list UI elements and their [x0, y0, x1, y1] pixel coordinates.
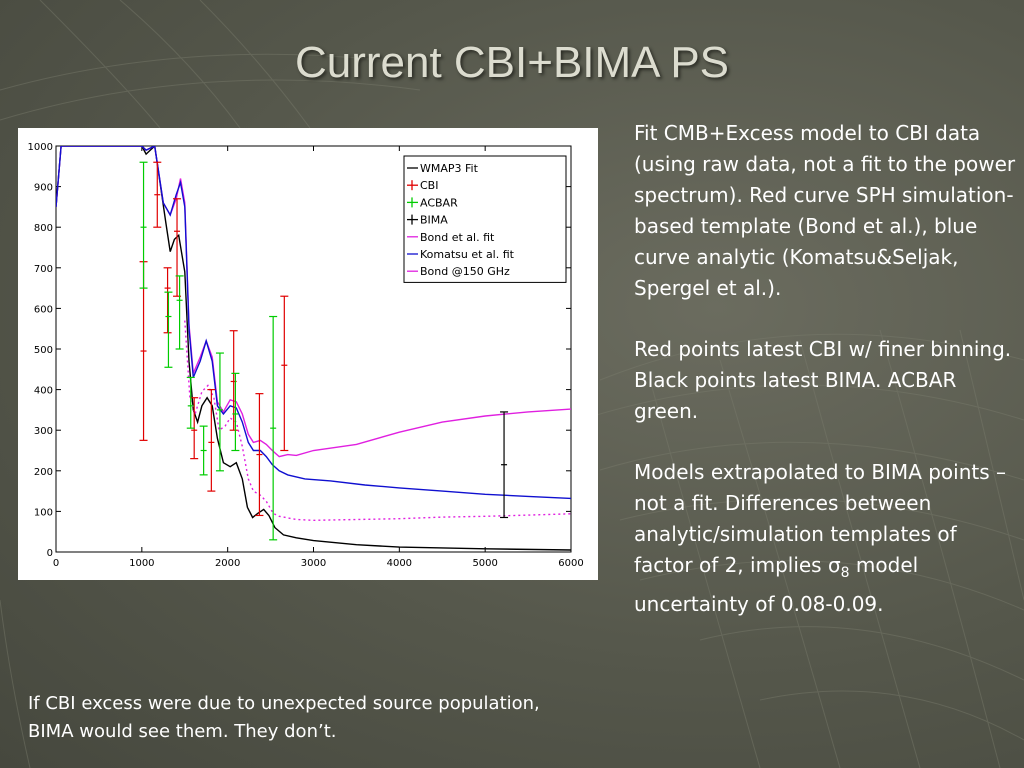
y-tick-label: 500 [34, 345, 53, 356]
x-tick-label: 1000 [129, 558, 154, 569]
slide-title: Current CBI+BIMA PS [294, 38, 730, 87]
y-tick-label: 800 [34, 223, 53, 234]
y-tick-label: 600 [34, 304, 53, 315]
paragraph-3-tail: model uncertainty of 0.08-0.09. [634, 553, 919, 616]
y-tick-label: 1000 [28, 142, 53, 153]
paragraph-1: Fit CMB+Excess model to CBI data (using … [634, 121, 1016, 300]
x-tick-label: 3000 [301, 558, 326, 569]
power-spectrum-chart: 0 1000 2000 3000 4000 5000 6000 0 100 200 300 400 50… [18, 128, 598, 580]
y-tick-label: 700 [34, 264, 53, 275]
x-tick-label: 5000 [472, 558, 497, 569]
legend-box [403, 155, 567, 283]
y-tick-label: 900 [34, 183, 53, 194]
legend-entry: BIMA [420, 214, 448, 227]
y-tick-label: 100 [34, 507, 53, 518]
y-tick-label: 200 [34, 467, 53, 478]
legend-entry: Bond @150 GHz [420, 265, 510, 278]
x-tick-label: 4000 [387, 558, 412, 569]
legend-entry: Komatsu et al. fit [420, 248, 515, 261]
x-tick-label: 2000 [215, 558, 240, 569]
x-tick-label: 6000 [558, 558, 583, 569]
y-tick-label: 300 [34, 426, 53, 437]
x-tick-label: 0 [53, 558, 59, 569]
y-tick-label: 400 [34, 386, 53, 397]
paragraph-3: Models extrapolated to BIMA points – not… [634, 457, 1018, 620]
paragraph-2: Red points latest CBI w/ finer binning. … [634, 337, 1012, 423]
legend-entry: Bond et al. fit [420, 231, 495, 244]
legend-entry: CBI [420, 179, 438, 192]
legend-entry: ACBAR [420, 196, 458, 209]
curve-komatsu [56, 146, 571, 500]
curve-bond150 [184, 320, 571, 522]
y-tick-label: 0 [47, 548, 53, 559]
chart-svg: 0 1000 2000 3000 4000 5000 6000 0 100 200 300 400 50… [28, 142, 584, 569]
body-text: Fit CMB+Excess model to CBI data (using … [634, 118, 1018, 650]
bottom-note: If CBI excess were due to unexpected sou… [28, 693, 540, 742]
legend-entry: WMAP3 Fit [420, 162, 479, 175]
sigma-subscript: 8 [840, 565, 850, 581]
paragraph-3-main: Models extrapolated to BIMA points – not… [634, 460, 1007, 577]
